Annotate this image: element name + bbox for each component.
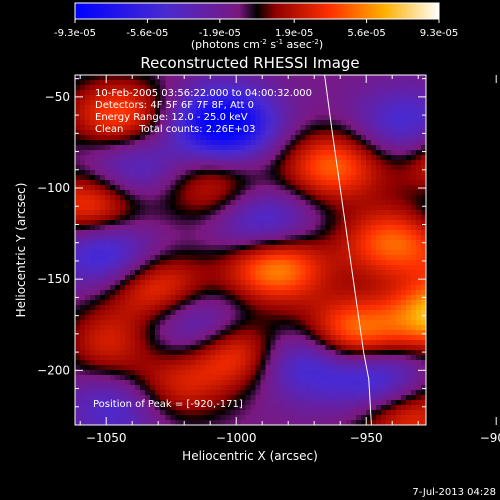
annotation-energy-range: Energy Range: 12.0 - 25.0 keV [95,112,248,123]
y-tick-label: −50 [45,90,70,104]
x-axis-label: Heliocentric X (arcsec) [182,449,318,463]
colorbar-tick-label: -9.3e-05 [54,28,96,39]
annotation-peak-position: Position of Peak = [-920,-171] [93,399,243,410]
annotation-clean-counts: Clean Total counts: 2.26E+03 [95,124,255,135]
y-axis-label: Heliocentric Y (arcsec) [14,183,28,318]
colorbar-tick-label: 5.6e-05 [347,28,385,39]
chart-title: Reconstructed RHESSI Image [140,54,359,72]
heatmap-image [75,75,426,425]
plot-frame [74,74,427,426]
x-tick-label: −950 [350,431,383,445]
annotation-time-range: 10-Feb-2005 03:56:22.000 to 04:00:32.000 [95,88,312,99]
y-tick-label: −100 [37,181,70,195]
colorbar-frame [74,2,440,20]
colorbar: -9.3e-05 -5.6e-05 -1.9e-05 1.9e-05 5.6e-05 9.… [54,2,458,51]
x-axis: −1050 −1000 −950 −900 [79,75,500,445]
x-tick-label: −1050 [86,431,127,445]
y-tick-label: −150 [37,272,70,286]
x-tick-label: −1000 [216,431,257,445]
colorbar-units: (photons cm-2 s-1 asec-2) [191,38,323,51]
solar-limb-line [324,75,372,425]
colorbar-tick-label: -5.6e-05 [126,28,168,39]
footer-date: 7-Jul-2013 04:28 [412,487,496,498]
colorbar-tick-label: -1.9e-05 [199,28,241,39]
colorbar-tick-label: 1.9e-05 [275,28,313,39]
colorbar-tick-label: 9.3e-05 [420,28,458,39]
annotation-detectors: Detectors: 4F 5F 6F 7F 8F, Att 0 [95,100,254,111]
annotation-block: 10-Feb-2005 03:56:22.000 to 04:00:32.000… [95,88,312,135]
y-axis: −50 −100 −150 −200 [37,78,426,426]
x-tick-label: −900 [480,431,500,445]
plot-area [75,75,426,425]
colorbar-gradient [75,3,439,19]
y-tick-label: −200 [37,363,70,377]
